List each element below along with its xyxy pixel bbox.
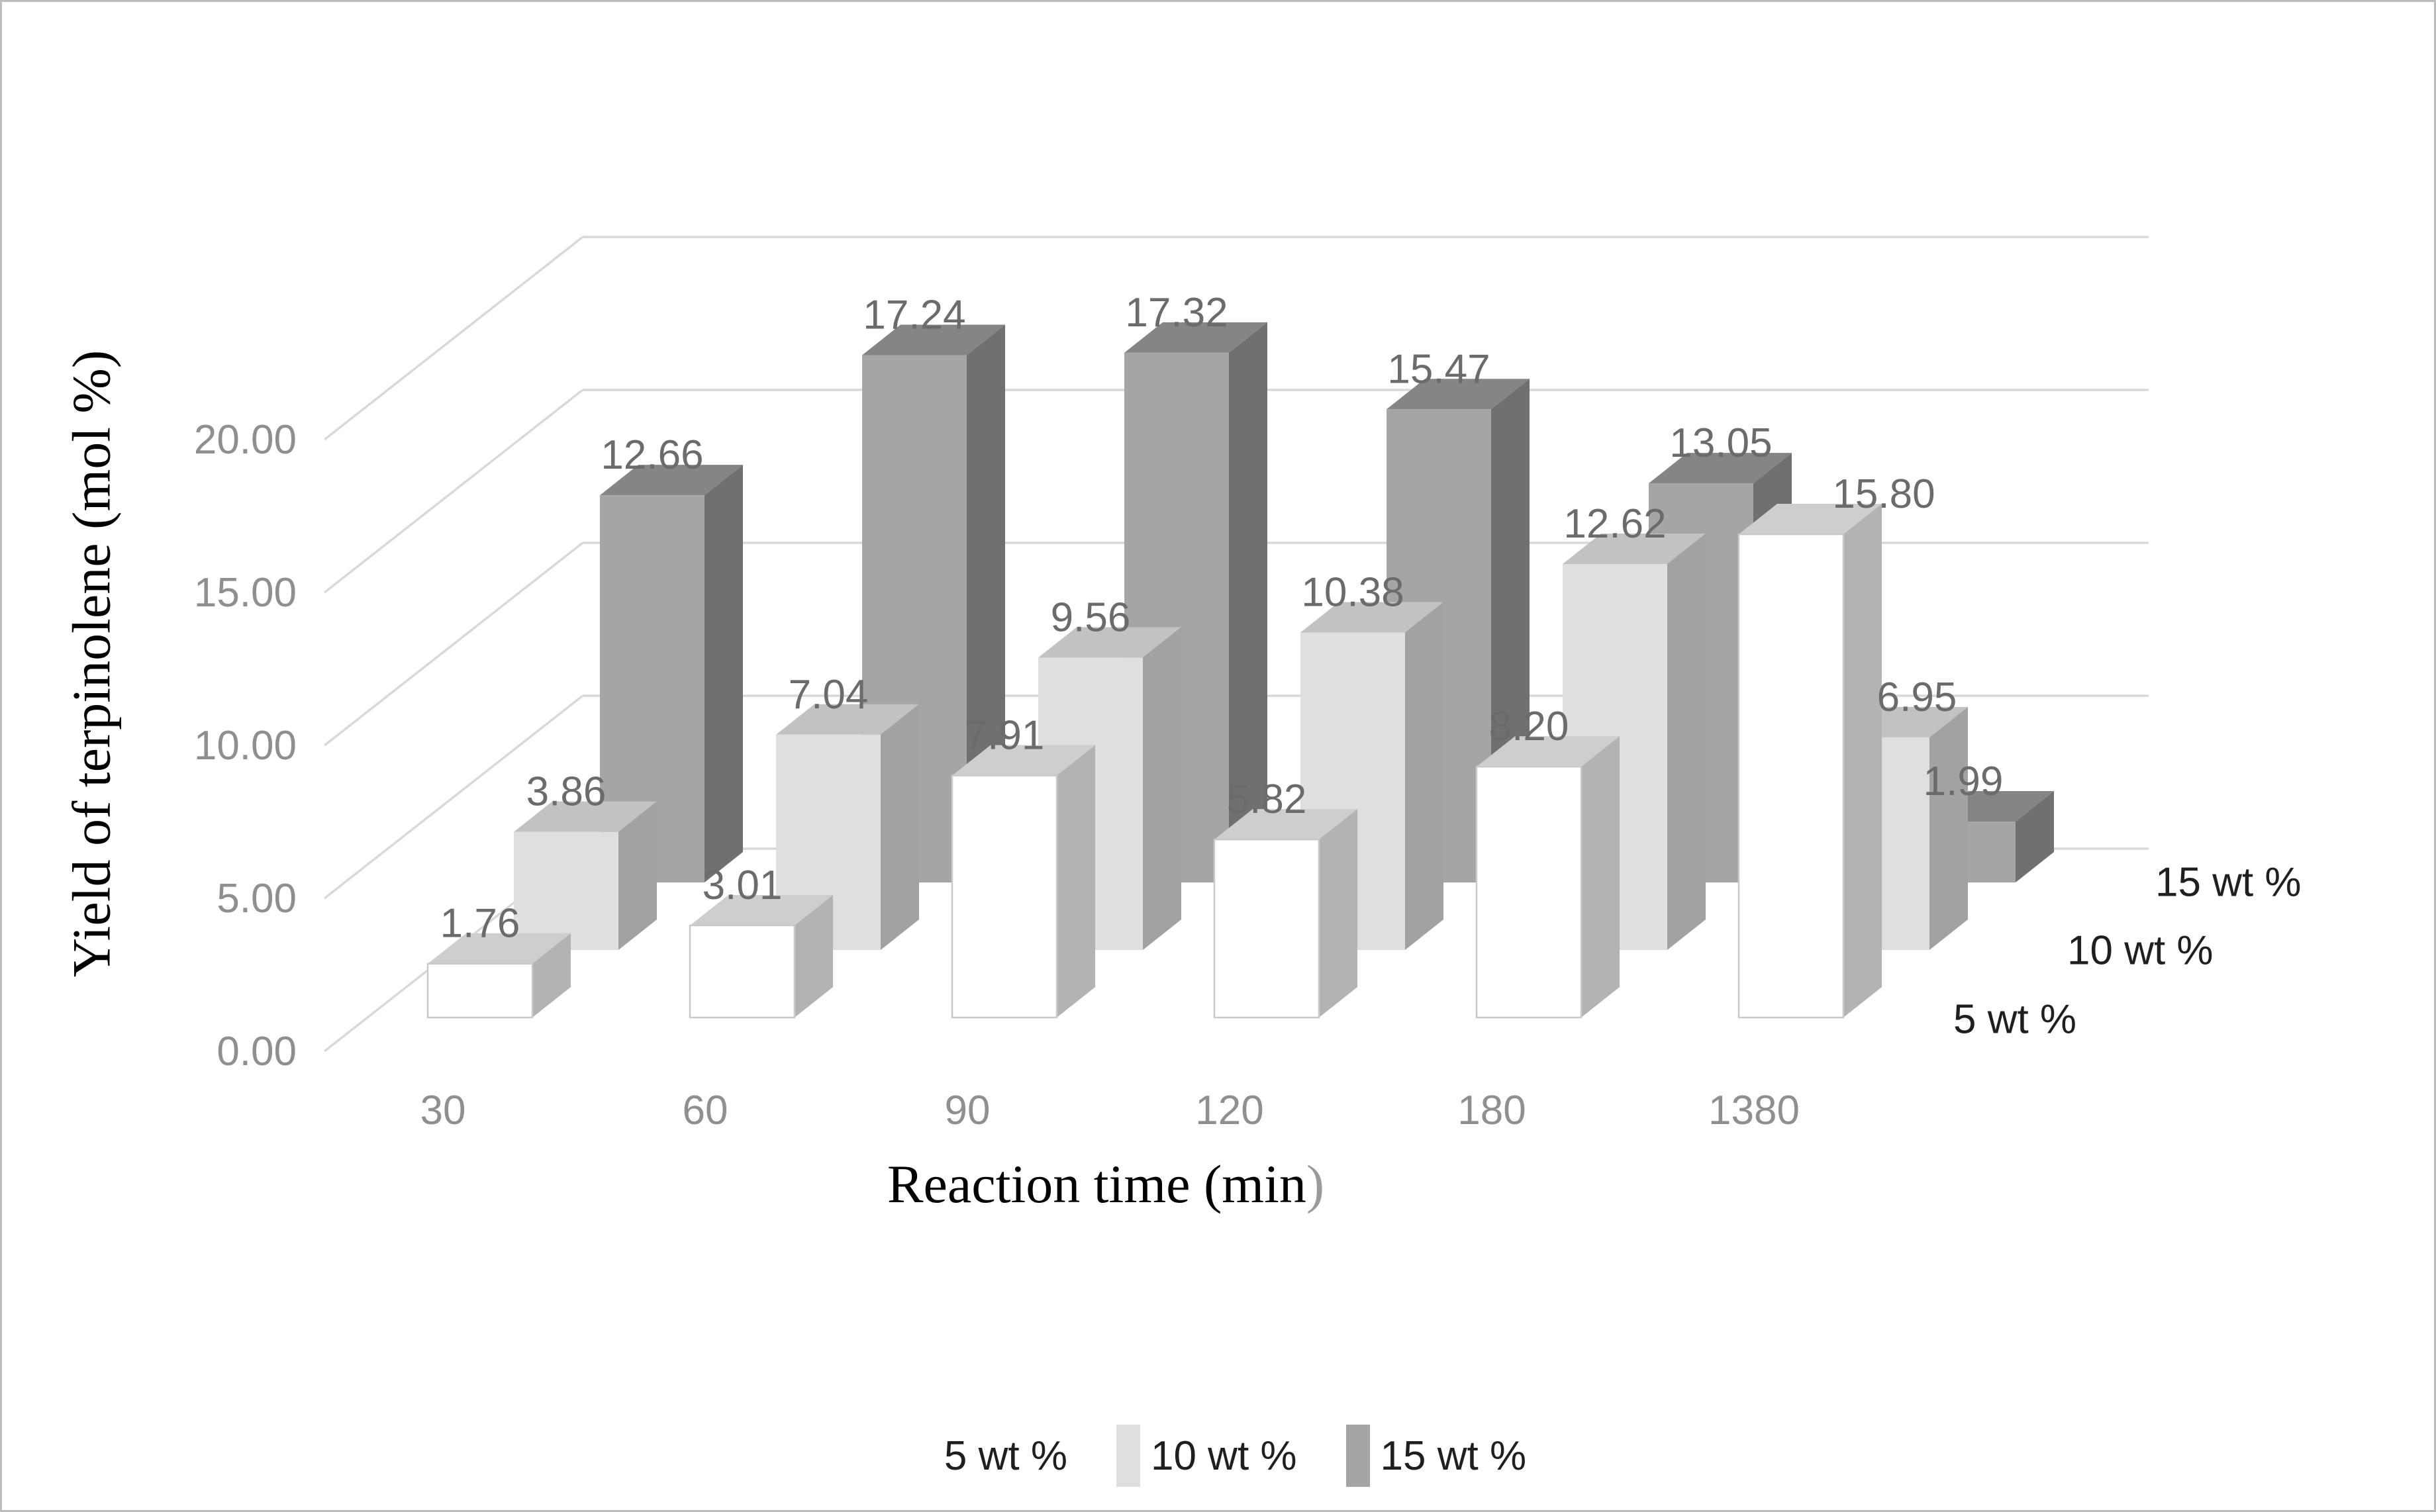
value-label-5wt%-180: 8.20 bbox=[1489, 704, 1569, 749]
value-label-5wt%-120: 5.82 bbox=[1227, 777, 1307, 822]
value-label-15wt%-120: 15.47 bbox=[1387, 346, 1490, 392]
bar-10wt%-30-top bbox=[514, 801, 657, 832]
gridline-sidewall-10 bbox=[323, 542, 584, 747]
bar-10wt%-180-side bbox=[1667, 533, 1706, 950]
value-label-5wt%-1380: 15.80 bbox=[1832, 471, 1935, 517]
value-label-15wt%-90: 17.32 bbox=[1125, 290, 1228, 336]
legend: 5 wt % 10 wt % 15 wt % bbox=[0, 1425, 2436, 1487]
value-label-10wt%-60: 7.04 bbox=[789, 672, 869, 718]
legend-item-5wt: 5 wt % bbox=[909, 1425, 1067, 1487]
bar-10wt%-60-top bbox=[776, 704, 919, 735]
bar-10wt%-90-top bbox=[1038, 627, 1181, 658]
value-label-15wt%-60: 17.24 bbox=[863, 293, 965, 338]
bar-5wt%-180-top bbox=[1477, 736, 1620, 767]
bar-10wt%-1380-side bbox=[1929, 706, 1968, 950]
bar-5wt%-30-top bbox=[428, 933, 571, 964]
y-tick-label-5.00: 5.00 bbox=[217, 876, 297, 921]
bar-5wt%-60-front bbox=[689, 924, 796, 1019]
gridline-sidewall-20 bbox=[323, 236, 584, 441]
value-label-15wt%-30: 12.66 bbox=[601, 432, 703, 478]
legend-item-10wt: 10 wt % bbox=[1116, 1425, 1297, 1487]
depth-axis-label-15wt: 15 wt % bbox=[2155, 859, 2302, 906]
legend-item-15wt: 15 wt % bbox=[1345, 1425, 1527, 1487]
y-tick-label-10.00: 10.00 bbox=[194, 723, 297, 769]
value-label-5wt%-90: 7.91 bbox=[965, 713, 1045, 759]
depth-axis-label-5wt: 5 wt % bbox=[1953, 996, 2077, 1043]
value-label-10wt%-30: 3.86 bbox=[526, 769, 607, 815]
bar-5wt%-30-side bbox=[532, 933, 571, 1017]
bar-5wt%-1380-top bbox=[1739, 504, 1882, 535]
bar-15wt%-180-top bbox=[1649, 453, 1792, 484]
legend-swatch-5wt bbox=[909, 1425, 934, 1487]
bar-5wt%-90-side bbox=[1057, 745, 1095, 1017]
legend-label-5wt: 5 wt % bbox=[944, 1433, 1067, 1479]
bar-15wt%-30-top bbox=[600, 465, 743, 496]
value-label-15wt%-1380: 1.99 bbox=[1924, 759, 2004, 804]
legend-swatch-15wt bbox=[1345, 1425, 1370, 1487]
value-label-10wt%-90: 9.56 bbox=[1051, 594, 1131, 640]
y-tick-label-15.00: 15.00 bbox=[194, 570, 297, 616]
x-tick-label-180: 180 bbox=[1457, 1088, 1526, 1133]
x-tick-label-60: 60 bbox=[683, 1088, 728, 1133]
bar-15wt%-60-top bbox=[862, 324, 1005, 355]
x-axis-title: Reaction time (min) bbox=[887, 1154, 1325, 1214]
y-axis-title: Yield of terpinolene (mol %) bbox=[61, 350, 122, 978]
bar-5wt%-120-front bbox=[1213, 838, 1320, 1019]
bar-15wt%-30-side bbox=[705, 465, 743, 882]
bar-5wt%-30-front bbox=[426, 963, 534, 1019]
bar-15wt%-90-top bbox=[1124, 322, 1267, 353]
depth-axis-label-10wt: 10 wt % bbox=[2067, 927, 2214, 974]
bar-10wt%-120-side bbox=[1405, 602, 1443, 950]
bar-5wt%-120-top bbox=[1214, 809, 1357, 840]
y-tick-label-20.00: 20.00 bbox=[194, 417, 297, 463]
x-tick-label-30: 30 bbox=[420, 1088, 466, 1133]
bar-5wt%-90-top bbox=[952, 745, 1095, 776]
x-axis-title-paren: ) bbox=[1306, 1154, 1325, 1214]
bar-15wt%-60-side bbox=[967, 324, 1005, 883]
value-label-10wt%-120: 10.38 bbox=[1301, 569, 1404, 615]
gridline-sidewall-5 bbox=[323, 694, 584, 900]
bar-15wt%-90-side bbox=[1229, 322, 1267, 882]
bar-5wt%-120-side bbox=[1319, 809, 1357, 1017]
bar-15wt%-1380-side bbox=[2016, 791, 2054, 882]
bar-5wt%-1380-side bbox=[1843, 504, 1882, 1017]
value-label-5wt%-60: 3.01 bbox=[703, 863, 783, 908]
legend-label-10wt: 10 wt % bbox=[1150, 1433, 1297, 1479]
value-label-5wt%-30: 1.76 bbox=[440, 901, 520, 947]
bar-5wt%-60-top bbox=[690, 894, 833, 925]
x-tick-label-1380: 1380 bbox=[1708, 1088, 1800, 1133]
x-tick-label-120: 120 bbox=[1195, 1088, 1263, 1133]
bar-10wt%-30-front bbox=[514, 831, 618, 950]
y-tick-label-0.00: 0.00 bbox=[217, 1029, 297, 1074]
bar-15wt%-120-top bbox=[1387, 379, 1530, 410]
legend-label-15wt: 15 wt % bbox=[1380, 1433, 1527, 1479]
bar-5wt%-60-side bbox=[795, 894, 833, 1017]
value-label-10wt%-180: 12.62 bbox=[1563, 501, 1666, 547]
bar-10wt%-90-side bbox=[1143, 627, 1181, 950]
bar-5wt%-1380-front bbox=[1737, 533, 1845, 1019]
bar-5wt%-90-front bbox=[951, 775, 1058, 1019]
gridline-sidewall-15 bbox=[323, 389, 584, 594]
x-tick-label-90: 90 bbox=[945, 1088, 991, 1133]
bar-10wt%-180-top bbox=[1563, 533, 1706, 564]
bar-10wt%-60-side bbox=[881, 704, 919, 950]
value-label-10wt%-1380: 6.95 bbox=[1877, 675, 1957, 720]
legend-swatch-10wt bbox=[1116, 1425, 1140, 1487]
bar-5wt%-180-side bbox=[1581, 736, 1620, 1017]
bar-10wt%-30-side bbox=[618, 801, 657, 950]
bar-10wt%-120-top bbox=[1300, 602, 1443, 633]
value-label-15wt%-180: 13.05 bbox=[1669, 420, 1772, 466]
bar-5wt%-180-front bbox=[1475, 765, 1583, 1019]
